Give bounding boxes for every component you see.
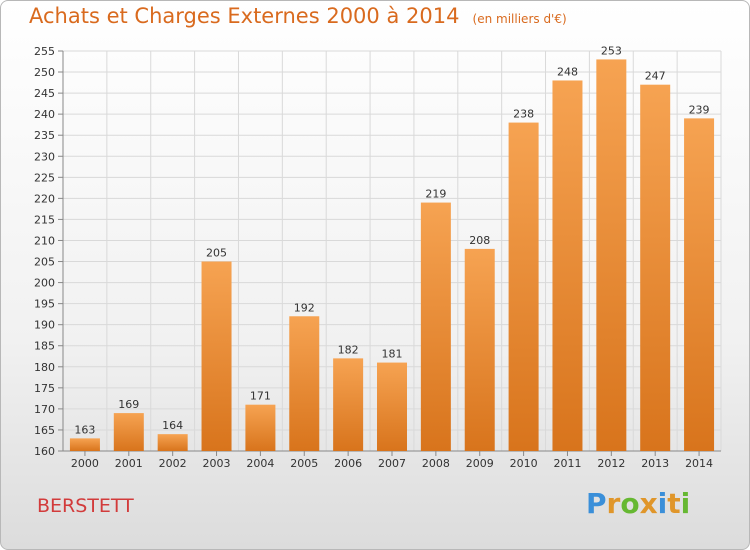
y-tick-label: 245 bbox=[34, 87, 55, 100]
bar-2003 bbox=[201, 261, 232, 451]
y-tick-label: 190 bbox=[34, 319, 55, 332]
chart-title: Achats et Charges Externes 2000 à 2014 bbox=[29, 4, 460, 28]
bar-2004 bbox=[245, 404, 276, 451]
bar-value-label: 205 bbox=[206, 247, 227, 260]
x-tick-label: 2008 bbox=[422, 457, 450, 470]
bar-value-label: 248 bbox=[557, 65, 578, 78]
y-tick-label: 180 bbox=[34, 361, 55, 374]
bar-2006 bbox=[333, 358, 364, 451]
bar-2014 bbox=[684, 118, 715, 452]
y-tick-label: 165 bbox=[34, 424, 55, 437]
y-tick-label: 225 bbox=[34, 171, 55, 184]
y-tick-label: 220 bbox=[34, 192, 55, 205]
bar-2012 bbox=[596, 59, 627, 451]
bar-2008 bbox=[420, 202, 451, 451]
bar-2009 bbox=[464, 248, 495, 451]
y-tick-label: 250 bbox=[34, 66, 55, 79]
y-tick-label: 160 bbox=[34, 445, 55, 458]
x-tick-label: 2007 bbox=[378, 457, 406, 470]
bar-value-label: 219 bbox=[425, 188, 446, 201]
y-tick-label: 255 bbox=[34, 45, 55, 58]
y-tick-label: 200 bbox=[34, 277, 55, 290]
proxiti-logo[interactable]: Proxiti bbox=[586, 487, 690, 520]
bar-2013 bbox=[640, 84, 671, 452]
bar-value-label: 171 bbox=[250, 390, 271, 403]
x-tick-label: 2004 bbox=[246, 457, 274, 470]
bar-layer bbox=[69, 59, 715, 452]
y-tick-label: 205 bbox=[34, 256, 55, 269]
x-tick-label: 2012 bbox=[597, 457, 625, 470]
bar-value-label: 181 bbox=[382, 348, 403, 361]
x-tick-label: 2005 bbox=[290, 457, 318, 470]
chart-title-block: Achats et Charges Externes 2000 à 2014 (… bbox=[29, 4, 567, 28]
x-tick-label: 2009 bbox=[466, 457, 494, 470]
y-tick-label: 235 bbox=[34, 129, 55, 142]
bar-value-label: 239 bbox=[689, 103, 710, 116]
bar-2002 bbox=[157, 434, 188, 451]
y-tick-label: 185 bbox=[34, 340, 55, 353]
x-tick-label: 2003 bbox=[203, 457, 231, 470]
bar-value-label: 163 bbox=[74, 423, 95, 436]
logo-letter: x bbox=[639, 487, 658, 520]
x-tick-label: 2010 bbox=[510, 457, 538, 470]
commune-name: BERSTETT bbox=[37, 495, 134, 517]
y-tick-label: 170 bbox=[34, 403, 55, 416]
bar-value-label: 253 bbox=[601, 44, 622, 57]
y-tick-label: 175 bbox=[34, 382, 55, 395]
bar-2011 bbox=[552, 80, 583, 451]
logo-letter: r bbox=[606, 487, 621, 520]
logo-letter: P bbox=[586, 487, 607, 520]
logo-letter: i bbox=[680, 487, 691, 520]
bar-value-label: 238 bbox=[513, 108, 534, 121]
bar-value-label: 192 bbox=[294, 301, 315, 314]
bar-value-label: 182 bbox=[338, 343, 359, 356]
bar-2000 bbox=[69, 438, 100, 451]
x-tick-label: 2014 bbox=[685, 457, 713, 470]
bar-2010 bbox=[508, 122, 539, 451]
bar-value-label: 164 bbox=[162, 419, 183, 432]
y-tick-label: 215 bbox=[34, 213, 55, 226]
x-tick-label: 2006 bbox=[334, 457, 362, 470]
x-tick-label: 2002 bbox=[159, 457, 187, 470]
x-tick-label: 2001 bbox=[115, 457, 143, 470]
y-tick-label: 210 bbox=[34, 234, 55, 247]
y-tick-label: 240 bbox=[34, 108, 55, 121]
label-layer: 163 169 164 205 171 192 182 181 219 208 238 248 253 2… bbox=[74, 44, 709, 436]
bar-2005 bbox=[289, 316, 320, 451]
chart-subtitle: (en milliers d'€) bbox=[472, 12, 567, 26]
logo-letter: o bbox=[620, 487, 640, 520]
bar-2001 bbox=[113, 413, 144, 451]
logo-letter: i bbox=[657, 487, 668, 520]
bar-2007 bbox=[377, 362, 407, 451]
x-tick-label: 2013 bbox=[641, 457, 669, 470]
bar-value-label: 169 bbox=[118, 398, 139, 411]
x-tick-label: 2011 bbox=[553, 457, 581, 470]
y-tick-label: 195 bbox=[34, 298, 55, 311]
bar-value-label: 208 bbox=[469, 234, 490, 247]
logo-letter: t bbox=[667, 487, 681, 520]
x-tick-label: 2000 bbox=[71, 457, 99, 470]
y-tick-label: 230 bbox=[34, 150, 55, 163]
bar-value-label: 247 bbox=[645, 70, 666, 83]
